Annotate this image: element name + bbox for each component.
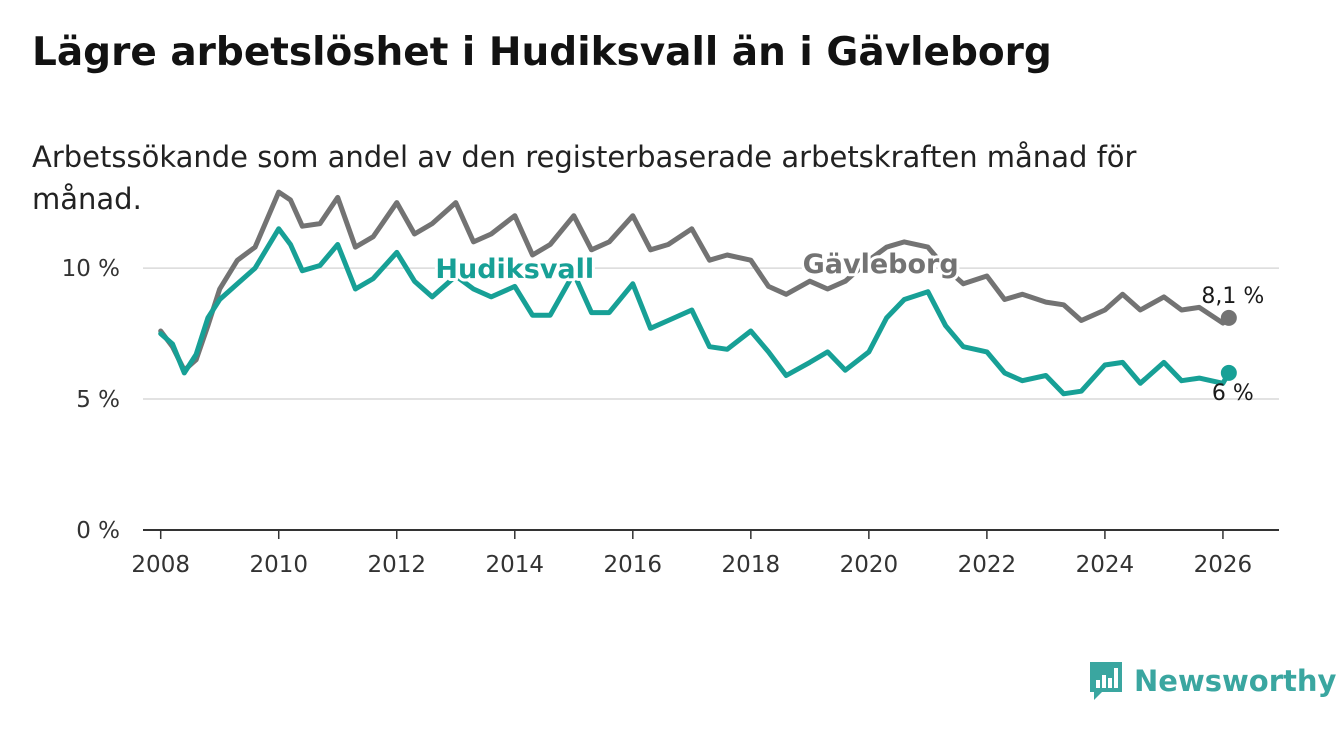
series-line-gävleborg xyxy=(158,189,1232,373)
x-tick-label: 2024 xyxy=(1076,552,1135,578)
x-tick-label: 2020 xyxy=(840,552,899,578)
series-label-gävleborg: Gävleborg xyxy=(803,249,959,280)
y-tick-label: 5 % xyxy=(76,387,120,413)
x-tick-label: 2010 xyxy=(249,552,308,578)
page-subtitle: Arbetssökande som andel av den registerb… xyxy=(32,140,1137,216)
x-tick-label: 2022 xyxy=(958,552,1017,578)
x-tick-label: 2026 xyxy=(1194,552,1253,578)
end-value-label-gävleborg: 8,1 % xyxy=(1201,284,1264,309)
y-tick-label: 10 % xyxy=(62,256,120,282)
grid-lines xyxy=(143,267,1279,400)
brand-name: Newsworthy xyxy=(1134,664,1337,698)
x-tick-label: 2008 xyxy=(131,552,190,578)
end-point-gävleborg xyxy=(1220,309,1237,326)
x-tick-label: 2018 xyxy=(722,552,781,578)
x-tick-label: 2012 xyxy=(367,552,426,578)
newsworthy-logo: Newsworthy xyxy=(1088,660,1336,702)
y-tick-label: 0 % xyxy=(76,518,120,544)
bar-chart-logo-icon xyxy=(1090,662,1122,700)
page-title: Lägre arbetslöshet i Hudiksvall än i Gäv… xyxy=(32,30,1052,75)
x-axis-ticks: 2008 2010 2012 2014 2016 2018 2020 2022 2024 2026 xyxy=(131,530,1252,578)
series-end-markers xyxy=(1220,309,1237,381)
end-value-label-hudiksvall: 6 % xyxy=(1212,381,1254,406)
end-point-hudiksvall xyxy=(1220,364,1237,381)
series-labels: 8,1 % 6 % Hudiksvall Gävleborg xyxy=(432,246,1264,406)
x-tick-label: 2014 xyxy=(486,552,545,578)
y-axis-ticks: 0 % 5 % 10 % xyxy=(62,256,120,544)
x-tick-label: 2016 xyxy=(604,552,663,578)
series-line-hudiksvall xyxy=(158,226,1232,397)
series-lines xyxy=(158,189,1232,397)
series-label-hudiksvall: Hudiksvall xyxy=(435,254,594,285)
